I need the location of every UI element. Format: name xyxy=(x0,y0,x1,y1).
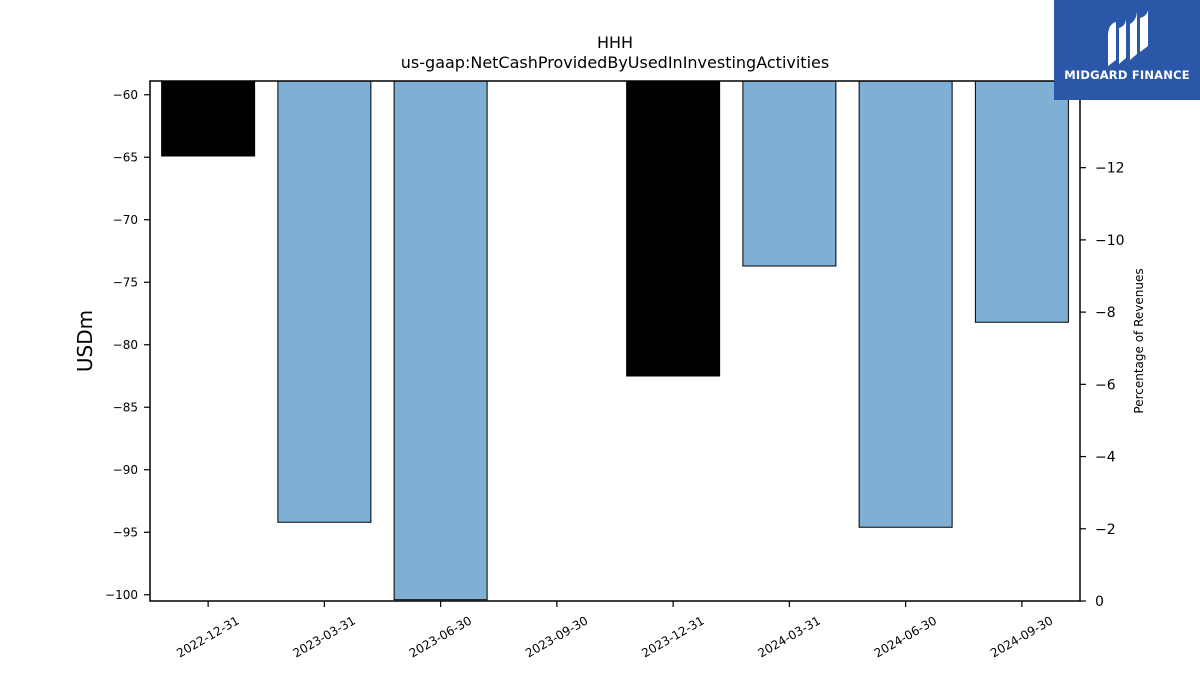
y-axis-left: −60 −65 −70 −75 −80 −85 −90 −95 −100 xyxy=(105,88,150,602)
chart-title: HHH xyxy=(597,33,633,52)
bar-2024-06-30 xyxy=(858,80,953,528)
y-tick-label: −95 xyxy=(113,525,138,539)
plot-frame xyxy=(149,80,1081,602)
y2-axis-label: Percentage of Revenues xyxy=(1132,268,1146,413)
y-tick-label: −90 xyxy=(113,463,138,477)
x-tick-label: 2023-06-30 xyxy=(407,613,474,660)
y-tick-label: −60 xyxy=(113,88,138,102)
x-tick-label: 2024-03-31 xyxy=(755,613,822,660)
logo-text: MIDGARD FINANCE xyxy=(1064,68,1190,82)
x-tick-label: 2024-09-30 xyxy=(988,613,1055,660)
bar-2023-03-31 xyxy=(277,80,372,523)
midgard-logo-icon xyxy=(1108,10,1148,66)
x-axis: 2022-12-31 2023-03-31 2023-06-30 2023-09-30… xyxy=(174,601,1055,660)
y2-tick-label: −6 xyxy=(1095,377,1116,393)
y-tick-label: −70 xyxy=(113,213,138,227)
y-tick-label: −75 xyxy=(113,275,138,289)
midgard-finance-logo: MIDGARD FINANCE xyxy=(1054,0,1200,100)
y-tick-label: −80 xyxy=(113,338,138,352)
bar-2022-12-31 xyxy=(161,80,256,157)
y-tick-label: −65 xyxy=(113,150,138,164)
y-axis-label: USDm xyxy=(73,310,97,372)
y2-tick-label: −8 xyxy=(1095,305,1116,321)
x-tick-label: 2023-12-31 xyxy=(639,613,706,660)
y2-tick-label: −2 xyxy=(1095,522,1116,538)
bars-group xyxy=(161,80,1069,601)
chart-subtitle: us-gaap:NetCashProvidedByUsedInInvesting… xyxy=(401,53,829,72)
y2-tick-label: −12 xyxy=(1095,161,1125,177)
x-tick-label: 2023-03-31 xyxy=(290,613,357,660)
bar-2023-12-31 xyxy=(626,80,721,377)
x-tick-label: 2022-12-31 xyxy=(174,613,241,660)
y2-tick-label: −4 xyxy=(1095,450,1116,466)
y-tick-label: −85 xyxy=(113,400,138,414)
x-tick-label: 2023-09-30 xyxy=(523,613,590,660)
bar-2024-03-31 xyxy=(742,80,837,267)
bar-2023-06-30 xyxy=(393,80,488,601)
y2-tick-label: −10 xyxy=(1095,233,1125,249)
y-tick-label: −100 xyxy=(105,588,138,602)
bar-2024-09-30 xyxy=(974,80,1069,323)
y2-tick-label: 0 xyxy=(1095,594,1104,610)
y-axis-right: −12 −10 −8 −6 −4 −2 0 xyxy=(1080,161,1125,610)
x-tick-label: 2024-06-30 xyxy=(872,613,939,660)
